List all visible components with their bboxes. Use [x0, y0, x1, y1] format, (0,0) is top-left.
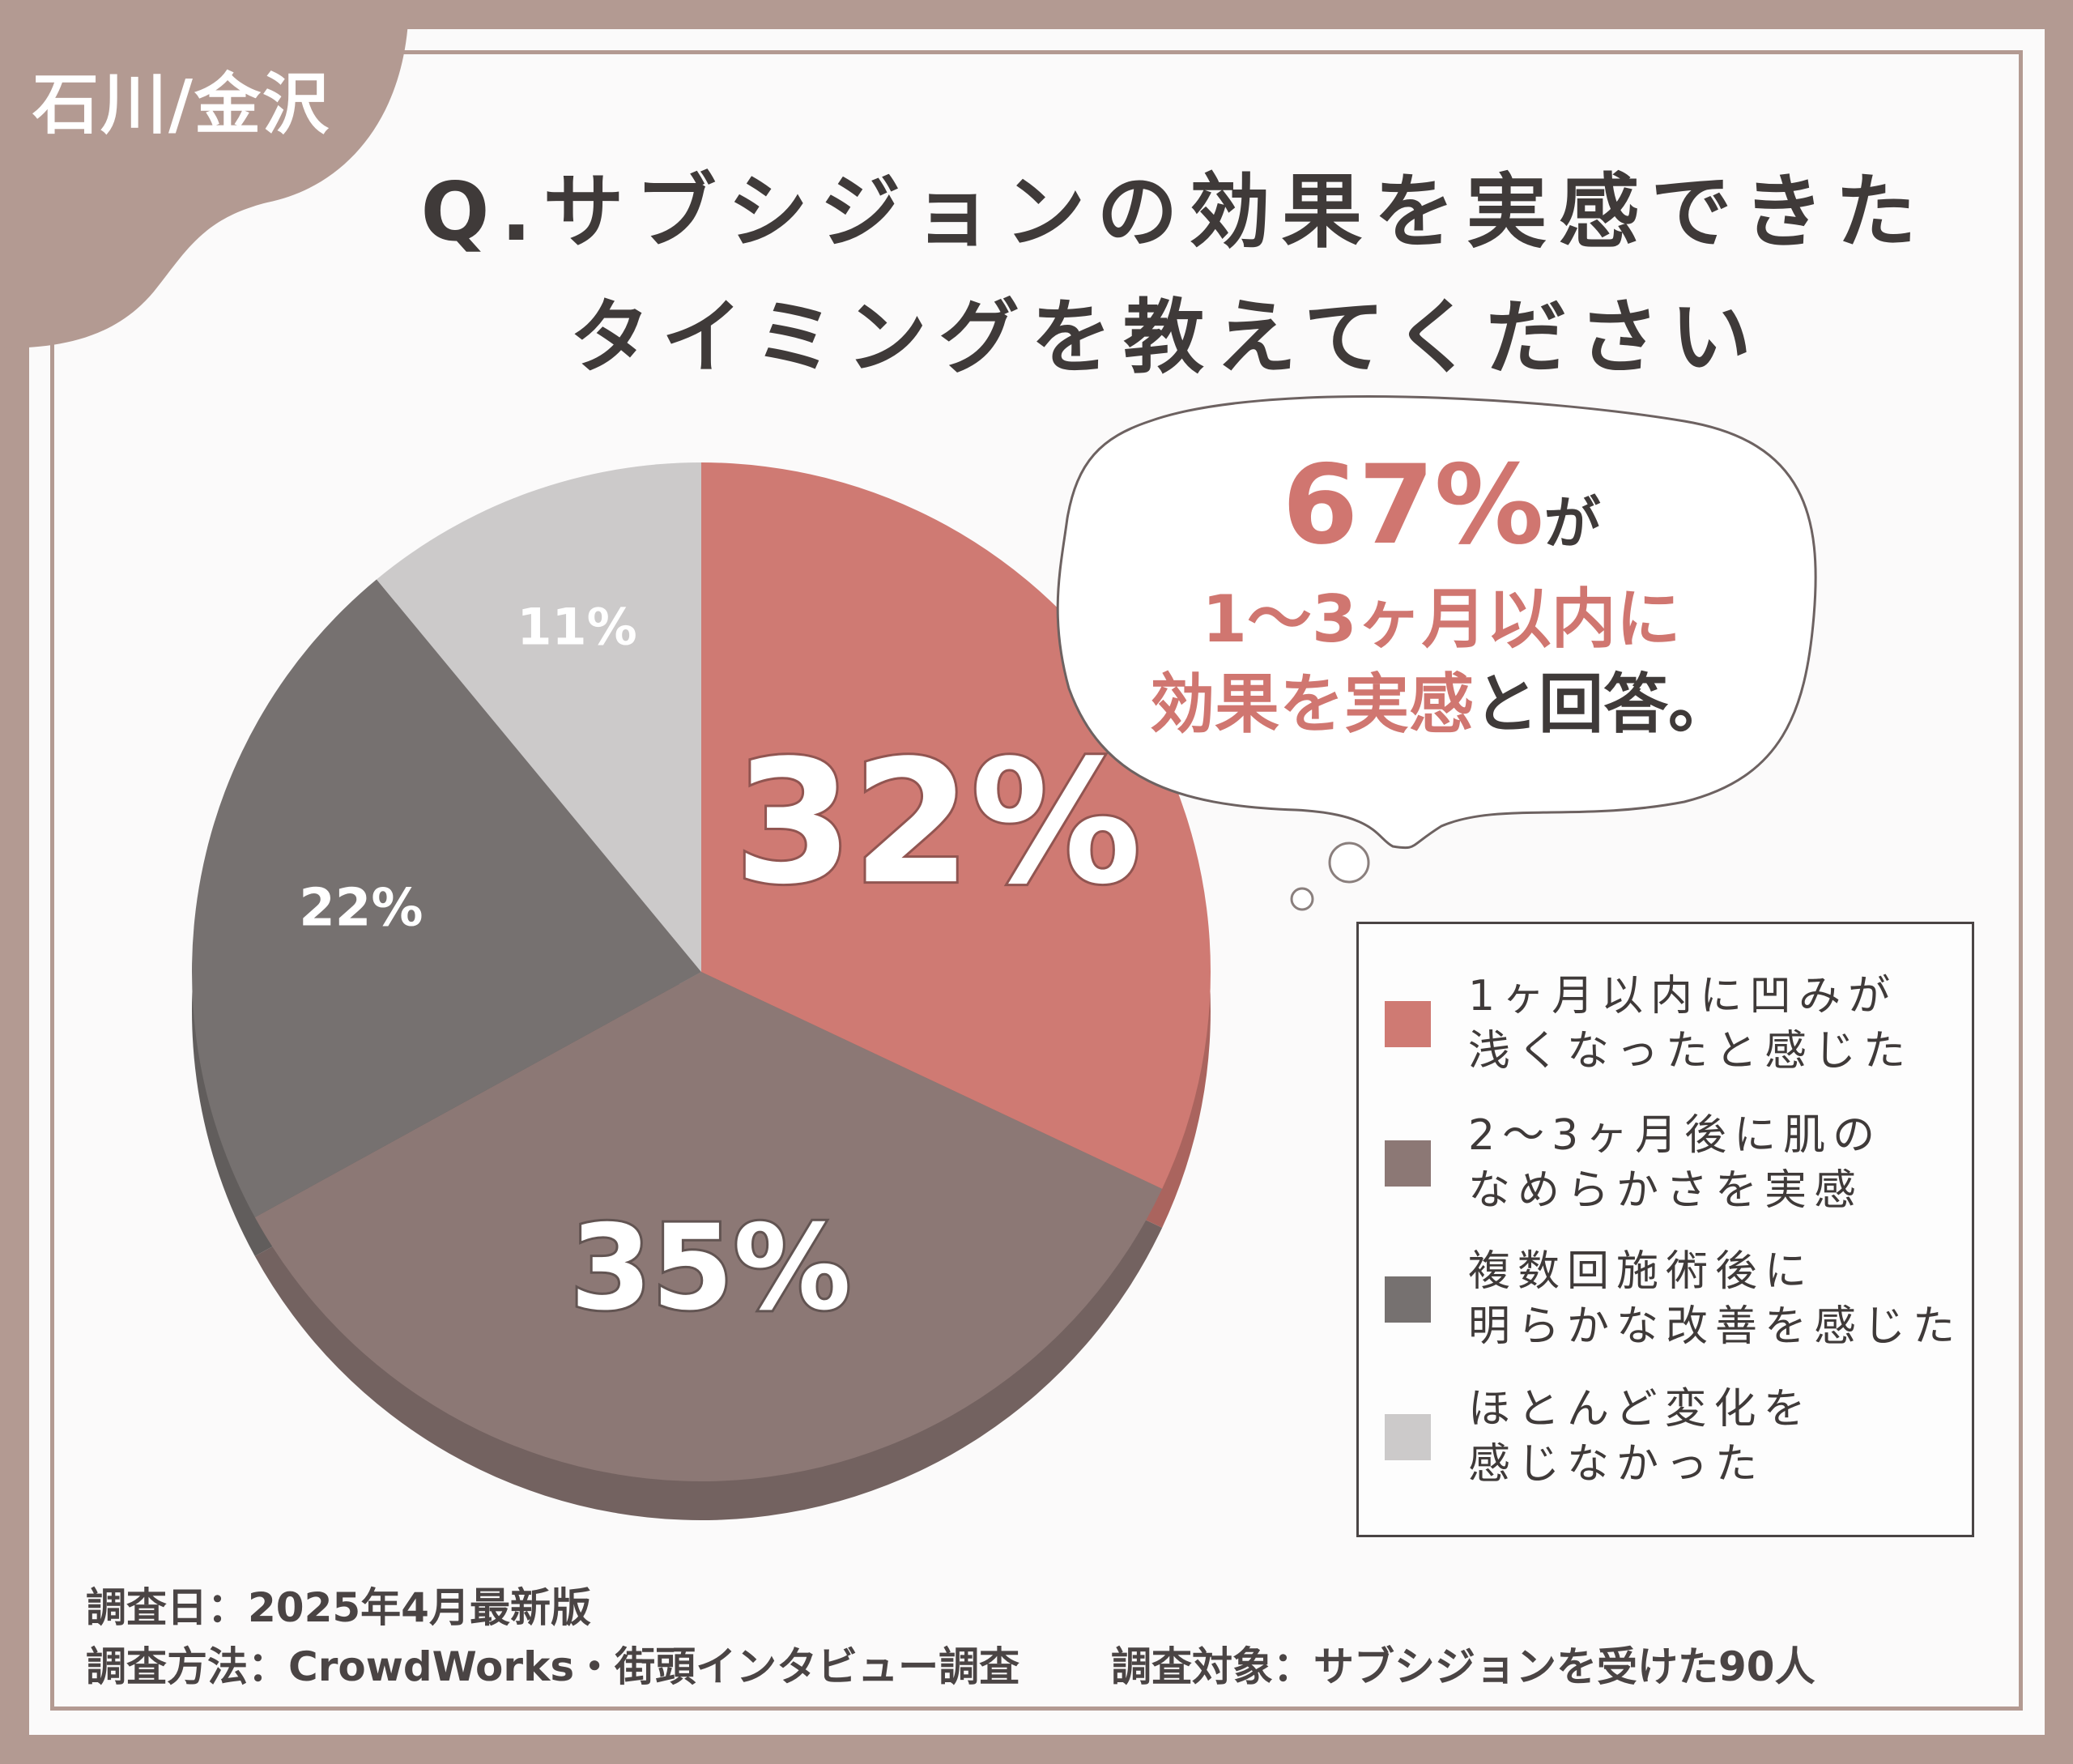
callout-dot-small — [1290, 887, 1314, 911]
legend-text: 感じなかった — [1468, 1440, 1765, 1489]
legend-swatch — [1385, 1140, 1431, 1187]
region-corner-shape — [0, 0, 409, 348]
callout-line2: 1〜3ヶ月以内に — [1202, 582, 1681, 657]
pie-label: 22% — [299, 878, 423, 938]
legend-item: 1ヶ月以内に凹みが 浅くなったと感じた — [1385, 969, 1913, 1079]
legend-swatch — [1385, 1413, 1431, 1460]
title-line2: タイミングを教えてください — [569, 290, 1763, 385]
frame-border — [50, 50, 2023, 1711]
footer-method: 調査方法：CrowdWorks・街頭インタビュー調査 — [86, 1643, 1020, 1690]
pie-slice — [377, 462, 701, 972]
region-label: 石川/金沢 — [32, 66, 330, 143]
pie-slice — [254, 972, 1163, 1481]
legend-text: 明らかな改善を感じた — [1468, 1302, 1963, 1351]
legend: 1ヶ月以内に凹みが 浅くなったと感じた 2〜3ヶ月後に肌の なめらかさを実感 複数回… — [1356, 922, 1974, 1537]
legend-swatch — [1385, 1276, 1431, 1323]
title-line1: Q.サブシジョンの効果を実感できた — [420, 164, 1928, 259]
callout-suffix: が — [1543, 490, 1601, 556]
pie-label: 35% — [570, 1199, 851, 1336]
legend-swatch — [1385, 1000, 1431, 1047]
callout-highlight: 効果を実感 — [1150, 667, 1474, 742]
legend-text: 1ヶ月以内に凹みが — [1468, 972, 1898, 1020]
legend-text: 複数回施術後に — [1468, 1247, 1815, 1296]
legend-item: 複数回施術後に明らかな改善を感じた — [1385, 1244, 1962, 1354]
legend-text: ほとんど変化を — [1468, 1385, 1813, 1434]
footer-target: 調査対象：サブシジョンを受けた90人 — [1111, 1643, 1815, 1690]
footer-date: 調査日：2025年4月最新版 — [86, 1584, 591, 1631]
callout-dot-large — [1328, 842, 1370, 884]
legend-item: 2〜3ヶ月後に肌の なめらかさを実感 — [1385, 1108, 1882, 1218]
callout-bubble — [1056, 395, 1817, 850]
pie-label: 32% — [734, 723, 1142, 922]
callout-line1: 67%が — [1077, 441, 1806, 569]
legend-text: 浅くなったと感じた — [1468, 1027, 1913, 1076]
pie-slice — [192, 579, 702, 1218]
callout-pct: 67% — [1282, 441, 1544, 569]
legend-item: ほとんど変化を 感じなかった — [1385, 1382, 1812, 1492]
legend-text: 2〜3ヶ月後に肌の — [1468, 1111, 1883, 1160]
callout-rest: と回答。 — [1474, 667, 1733, 742]
legend-text: なめらかさを実感 — [1468, 1166, 1864, 1215]
callout-line3: 効果を実感と回答。 — [1077, 652, 1806, 746]
pie-label: 11% — [517, 598, 636, 657]
